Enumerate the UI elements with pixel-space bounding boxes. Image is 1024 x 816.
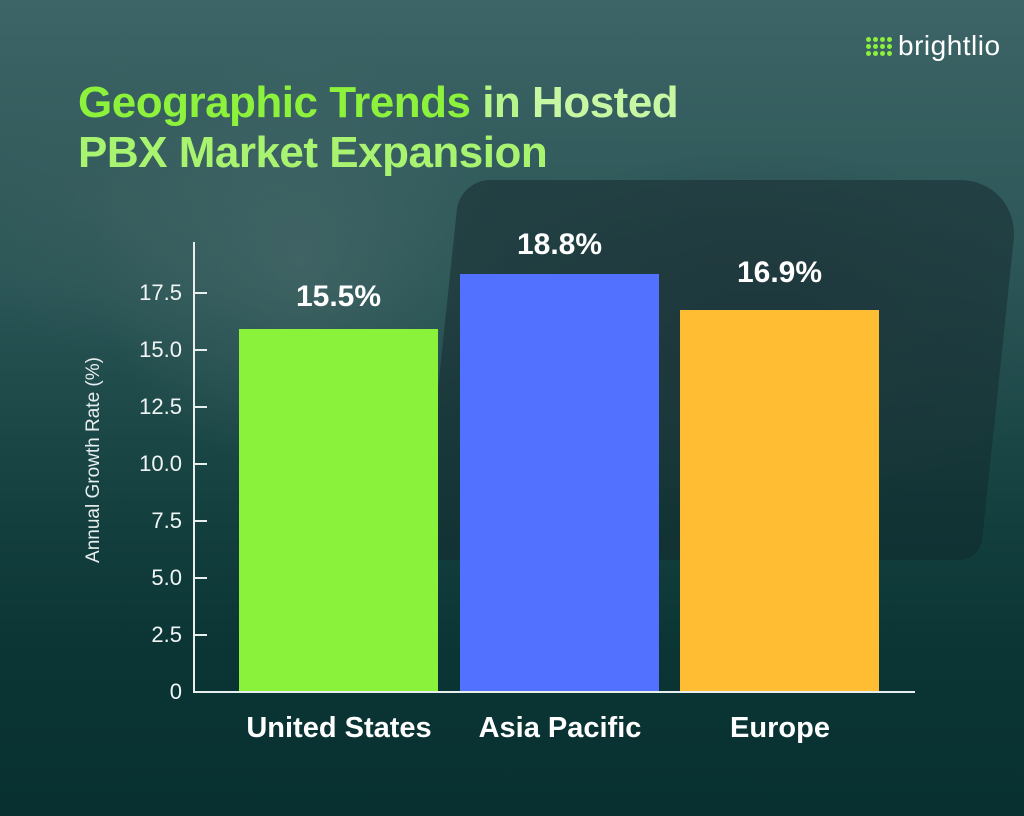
chart-title: Geographic Trends in Hosted PBX Market E… [78, 78, 679, 178]
y-tick-label: 15.0 [139, 337, 182, 362]
title-part1: Geographic Trends [78, 78, 471, 127]
bar-asia-pacific [460, 274, 659, 691]
y-tick-label: 2.5 [151, 622, 182, 647]
y-axis [193, 242, 195, 693]
title-part2: in [470, 78, 533, 127]
category-label: United States [246, 712, 432, 744]
category-label: Europe [730, 712, 830, 744]
y-tick-label: 5.0 [151, 565, 182, 590]
y-tick-label: 12.5 [139, 394, 182, 419]
category-label: Asia Pacific [478, 712, 642, 744]
y-tick-mark [195, 406, 207, 408]
y-tick-label: 0 [169, 679, 182, 704]
bar-europe [680, 310, 879, 691]
y-axis-label: Annual Growth Rate (%) [83, 357, 104, 563]
y-tick-mark [195, 634, 207, 636]
y-tick-label: 17.5 [139, 280, 182, 305]
y-tick-mark [195, 577, 207, 579]
dot-grid-logo-icon [866, 36, 892, 56]
y-tick-label: 10.0 [139, 451, 182, 476]
y-tick-mark [195, 463, 207, 465]
brand-logo: brightlio [866, 30, 1001, 62]
title-part3: Hosted [532, 78, 679, 127]
bar-value-label: 18.8% [516, 228, 603, 261]
bar-value-label: 16.9% [736, 256, 823, 289]
y-tick-mark [195, 349, 207, 351]
x-axis [193, 691, 915, 693]
y-tick-mark [195, 520, 207, 522]
bar-united-states [239, 329, 438, 691]
y-tick-mark [195, 292, 207, 294]
y-tick-label: 7.5 [151, 508, 182, 533]
y-tick-mark [195, 691, 207, 693]
brand-name: brightlio [898, 30, 1001, 61]
title-line2: PBX Market Expansion [78, 128, 548, 177]
bar-value-label: 15.5% [295, 280, 382, 313]
